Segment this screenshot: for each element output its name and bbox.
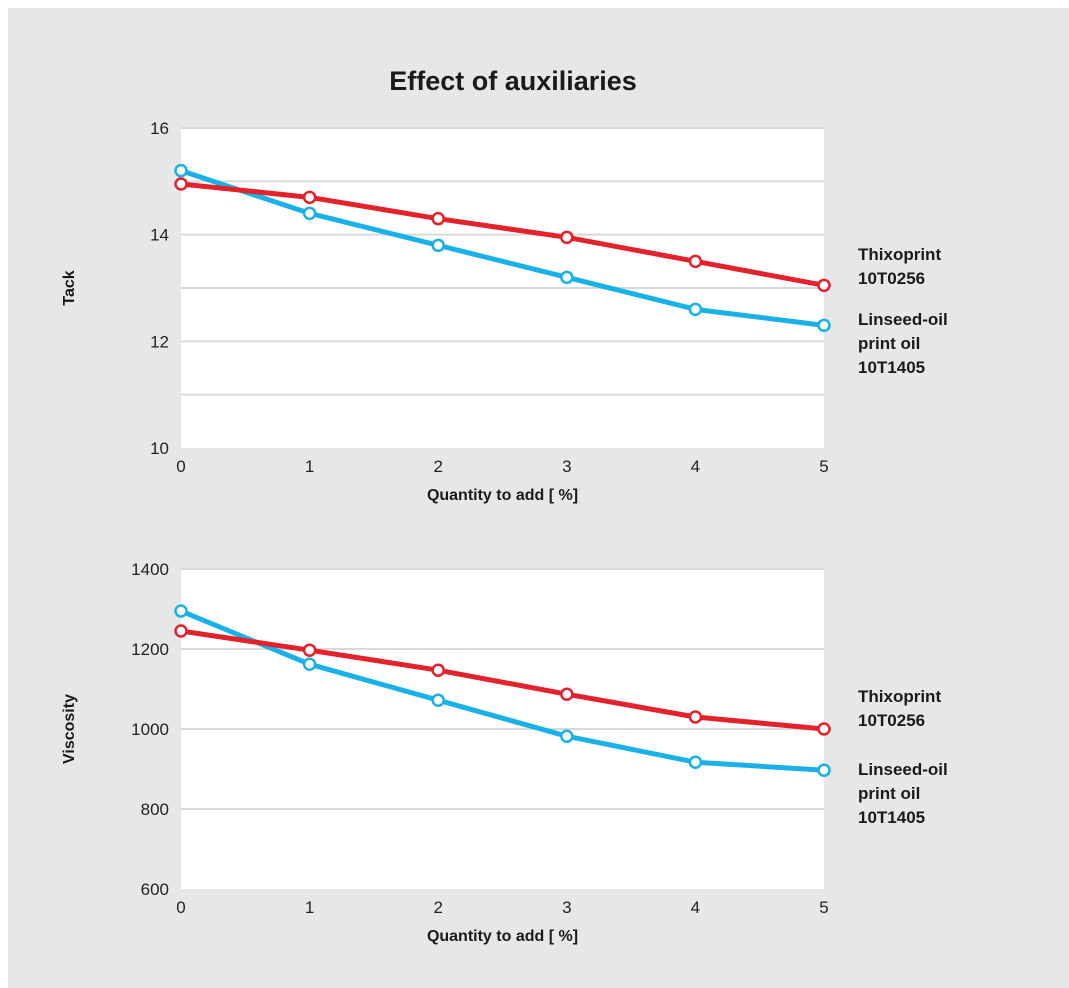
- data-point-linseed: [819, 320, 830, 331]
- legend-label-linseed: print oil: [858, 334, 920, 353]
- y-tick-label: 10: [150, 439, 169, 458]
- legend-label-thixoprint: 10T0256: [858, 269, 925, 288]
- data-point-thixoprint: [561, 232, 572, 243]
- y-tick-label: 1400: [131, 560, 169, 579]
- data-point-thixoprint: [304, 192, 315, 203]
- x-tick-label: 0: [176, 457, 185, 476]
- chart-panel: Effect of auxiliaries 10 12 14 16 0 1 2 3 4 5 Quan…: [8, 8, 1069, 988]
- data-point-linseed: [561, 272, 572, 283]
- x-tick-label: 1: [305, 898, 314, 917]
- legend-label-linseed: Linseed-oil: [858, 760, 948, 779]
- data-point-linseed: [561, 731, 572, 742]
- x-tick-label: 1: [305, 457, 314, 476]
- x-axis-label: Quantity to add [ %]: [427, 487, 578, 504]
- y-tick-label: 1200: [131, 640, 169, 659]
- y-axis-label: Viscosity: [61, 694, 78, 764]
- x-tick-label: 0: [176, 898, 185, 917]
- data-point-linseed: [690, 757, 701, 768]
- legend-label-linseed: 10T1405: [858, 808, 925, 827]
- data-point-linseed: [304, 659, 315, 670]
- legend-label-thixoprint: Thixoprint: [858, 245, 941, 264]
- data-point-linseed: [819, 765, 830, 776]
- data-point-thixoprint: [561, 689, 572, 700]
- x-axis-label: Quantity to add [ %]: [427, 928, 578, 945]
- y-tick-label: 16: [150, 119, 169, 138]
- x-tick-label: 3: [562, 457, 571, 476]
- data-point-thixoprint: [433, 213, 444, 224]
- x-tick-label: 3: [562, 898, 571, 917]
- data-point-thixoprint: [304, 645, 315, 656]
- x-tick-label: 2: [433, 457, 442, 476]
- x-tick-label: 2: [433, 898, 442, 917]
- data-point-thixoprint: [176, 626, 187, 637]
- y-tick-label: 14: [150, 226, 169, 245]
- y-axis-label: Tack: [61, 270, 78, 305]
- data-point-thixoprint: [690, 256, 701, 267]
- data-point-linseed: [433, 240, 444, 251]
- data-point-linseed: [690, 304, 701, 315]
- x-tick-label: 5: [819, 457, 828, 476]
- data-point-thixoprint: [819, 724, 830, 735]
- data-point-thixoprint: [819, 280, 830, 291]
- legend-label-linseed: print oil: [858, 784, 920, 803]
- legend-label-linseed: 10T1405: [858, 358, 925, 377]
- data-point-thixoprint: [433, 665, 444, 676]
- legend-label-thixoprint: 10T0256: [858, 711, 925, 730]
- data-point-linseed: [176, 606, 187, 617]
- data-point-thixoprint: [690, 712, 701, 723]
- data-point-linseed: [304, 208, 315, 219]
- data-point-thixoprint: [176, 179, 187, 190]
- x-tick-label: 5: [819, 898, 828, 917]
- y-tick-label: 12: [150, 332, 169, 351]
- chart-2: 600 800 1000 1200 1400 0 1 2 3 4 5 Quantity to add …: [61, 560, 948, 945]
- y-tick-label: 1000: [131, 720, 169, 739]
- y-tick-label: 600: [141, 880, 169, 899]
- legend-label-thixoprint: Thixoprint: [858, 687, 941, 706]
- data-point-linseed: [433, 695, 444, 706]
- y-tick-label: 800: [141, 800, 169, 819]
- x-tick-label: 4: [691, 898, 700, 917]
- data-point-linseed: [176, 165, 187, 176]
- legend-label-linseed: Linseed-oil: [858, 310, 948, 329]
- x-tick-label: 4: [691, 457, 700, 476]
